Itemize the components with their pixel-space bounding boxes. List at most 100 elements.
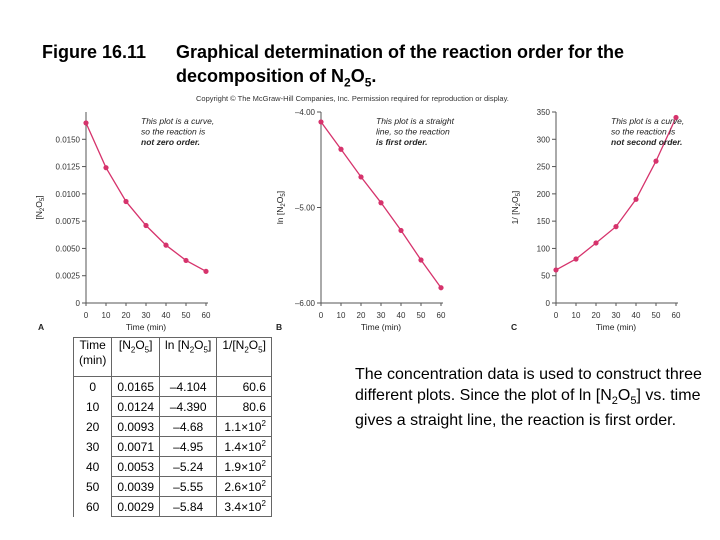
annotation-b-1: line, so the reaction xyxy=(376,127,450,137)
table-row: 40 0.0053 –5.24 1.9×102 xyxy=(72,456,272,477)
ln-cell: –5.84 xyxy=(159,496,218,517)
table-row: 60 0.0029 –5.84 3.4×102 xyxy=(72,496,272,517)
y-axis-label-part-c-3: 5 xyxy=(516,192,522,196)
x-tick-label-b-1: 10 xyxy=(337,311,346,320)
concentration-cell: 0.0039 xyxy=(111,476,161,497)
x-tick-label-c-4: 40 xyxy=(632,311,641,320)
y-axis-label-part-a-1: 2 xyxy=(40,207,46,211)
panel-label-b: B xyxy=(276,322,282,332)
x-tick-label-b-0: 0 xyxy=(319,311,324,320)
table-header-3: 1/[N2O5] xyxy=(216,337,272,377)
ln-cell: –4.68 xyxy=(159,416,218,437)
data-point-b-5 xyxy=(418,257,424,263)
inverse-cell: 1.1×102 xyxy=(216,416,272,437)
concentration-table: Time (min) [N2O5] ln [N2O5] 1/[N2O5] 0 0.0165… xyxy=(72,337,272,517)
y-tick-label-b-0: –4.00 xyxy=(295,108,316,117)
ln-cell: –4.390 xyxy=(159,396,218,417)
ln-cell: –4.95 xyxy=(159,436,218,457)
table-header-2: ln [N2O5] xyxy=(159,337,218,377)
y-tick-label-c-4: 200 xyxy=(537,190,551,199)
inverse-cell: 2.6×102 xyxy=(216,476,272,497)
y-tick-label-c-1: 50 xyxy=(541,272,550,281)
x-tick-label-c-5: 50 xyxy=(652,311,661,320)
data-point-a-1 xyxy=(103,165,109,171)
annotation-c-2: not second order. xyxy=(611,137,682,147)
time-cell: 50 xyxy=(72,476,113,497)
inverse-cell: 60.6 xyxy=(216,376,272,397)
y-tick-label-a-2: 0.0050 xyxy=(56,244,81,253)
data-point-c-6 xyxy=(673,114,679,121)
figure-title: Figure 16.11 Graphical determination of t… xyxy=(42,40,712,95)
y-axis-label-c: 1/ [N2O5] xyxy=(510,191,522,225)
y-axis-label-part-a-2: O xyxy=(34,201,44,208)
y-tick-label-c-5: 250 xyxy=(537,163,551,172)
time-cell: 20 xyxy=(72,416,113,437)
annotation-c-0: This plot is a curve, xyxy=(611,116,684,126)
table-row: 20 0.0093 –4.68 1.1×102 xyxy=(72,416,272,437)
ln-cell: –5.55 xyxy=(159,476,218,497)
data-point-b-4 xyxy=(398,227,404,234)
annotation-b-0: This plot is a straight xyxy=(376,116,455,126)
y-axis-label-part-a-0: [N xyxy=(34,211,44,220)
y-axis-label-part-b-4: ] xyxy=(275,191,285,193)
y-tick-label-b-2: –6.00 xyxy=(295,299,316,308)
data-point-a-0 xyxy=(83,120,89,126)
y-tick-label-a-1: 0.0025 xyxy=(56,272,81,281)
time-cell: 40 xyxy=(72,456,113,477)
annotation-a-2: not zero order. xyxy=(141,137,200,147)
panel-label-c: C xyxy=(511,322,517,332)
x-tick-label-b-2: 20 xyxy=(357,311,366,320)
time-cell: 60 xyxy=(72,496,113,517)
data-point-c-0 xyxy=(553,267,559,273)
y-tick-label-a-3: 0.0075 xyxy=(56,217,81,226)
x-axis-label-c: Time (min) xyxy=(596,322,636,332)
data-point-c-5 xyxy=(653,158,659,164)
x-tick-label-a-6: 60 xyxy=(202,311,211,320)
x-tick-label-a-3: 30 xyxy=(142,311,151,320)
data-point-a-4 xyxy=(163,242,169,248)
ln-cell: –5.24 xyxy=(159,456,218,477)
x-tick-label-b-6: 60 xyxy=(437,311,446,320)
x-tick-label-c-1: 10 xyxy=(572,311,581,320)
table-row: 10 0.0124 –4.390 80.6 xyxy=(72,396,272,417)
x-tick-label-a-0: 0 xyxy=(84,311,89,320)
data-point-a-5 xyxy=(183,257,189,264)
table-header-0: Time (min) xyxy=(72,337,113,377)
inverse-cell: 1.4×102 xyxy=(216,436,272,457)
figure-number: Figure 16.11 xyxy=(42,42,147,62)
y-axis-label-part-b-1: 2 xyxy=(281,203,287,207)
annotation-c-1: so the reaction is xyxy=(611,127,676,137)
annotation-b-2: is first order. xyxy=(376,137,428,147)
table-row: 50 0.0039 –5.55 2.6×102 xyxy=(72,476,272,497)
reaction-order-plots: 0 0.0025 0.0050 0.0075 0.0100 0.0125 0.0150 0 10… xyxy=(34,108,684,332)
y-axis-label-part-a-4: ] xyxy=(34,195,44,197)
y-tick-label-c-0: 0 xyxy=(546,299,551,308)
x-tick-label-a-1: 10 xyxy=(102,311,111,320)
x-tick-label-c-2: 20 xyxy=(592,311,601,320)
y-tick-label-c-7: 350 xyxy=(537,108,551,117)
y-axis-label-part-c-2: O xyxy=(510,196,520,203)
concentration-cell: 0.0093 xyxy=(111,416,161,437)
inverse-cell: 80.6 xyxy=(216,396,272,417)
x-tick-label-a-2: 20 xyxy=(122,311,131,320)
data-point-a-3 xyxy=(143,222,149,229)
y-axis-label-part-b-2: O xyxy=(275,196,285,203)
data-point-a-2 xyxy=(123,198,129,205)
x-tick-label-c-3: 30 xyxy=(612,311,621,320)
y-tick-label-b-1: –5.00 xyxy=(295,204,316,213)
x-tick-label-a-4: 40 xyxy=(162,311,171,320)
time-cell: 10 xyxy=(72,396,113,417)
concentration-cell: 0.0165 xyxy=(111,376,161,397)
data-point-c-2 xyxy=(593,240,599,246)
x-tick-label-a-5: 50 xyxy=(182,311,191,320)
time-cell: 0 xyxy=(72,376,113,397)
y-tick-label-a-0: 0 xyxy=(76,299,81,308)
annotation-a-0: This plot is a curve, xyxy=(141,116,214,126)
x-tick-label-c-6: 60 xyxy=(672,311,681,320)
data-point-c-4 xyxy=(633,196,639,202)
y-axis-label-a: [N2O5] xyxy=(34,195,46,219)
copyright-notice: Copyright © The McGraw-Hill Companies, I… xyxy=(196,94,509,103)
data-point-b-0 xyxy=(318,119,324,125)
inverse-cell: 3.4×102 xyxy=(216,496,272,517)
y-axis-label-part-c-0: 1/ [N xyxy=(510,206,520,224)
